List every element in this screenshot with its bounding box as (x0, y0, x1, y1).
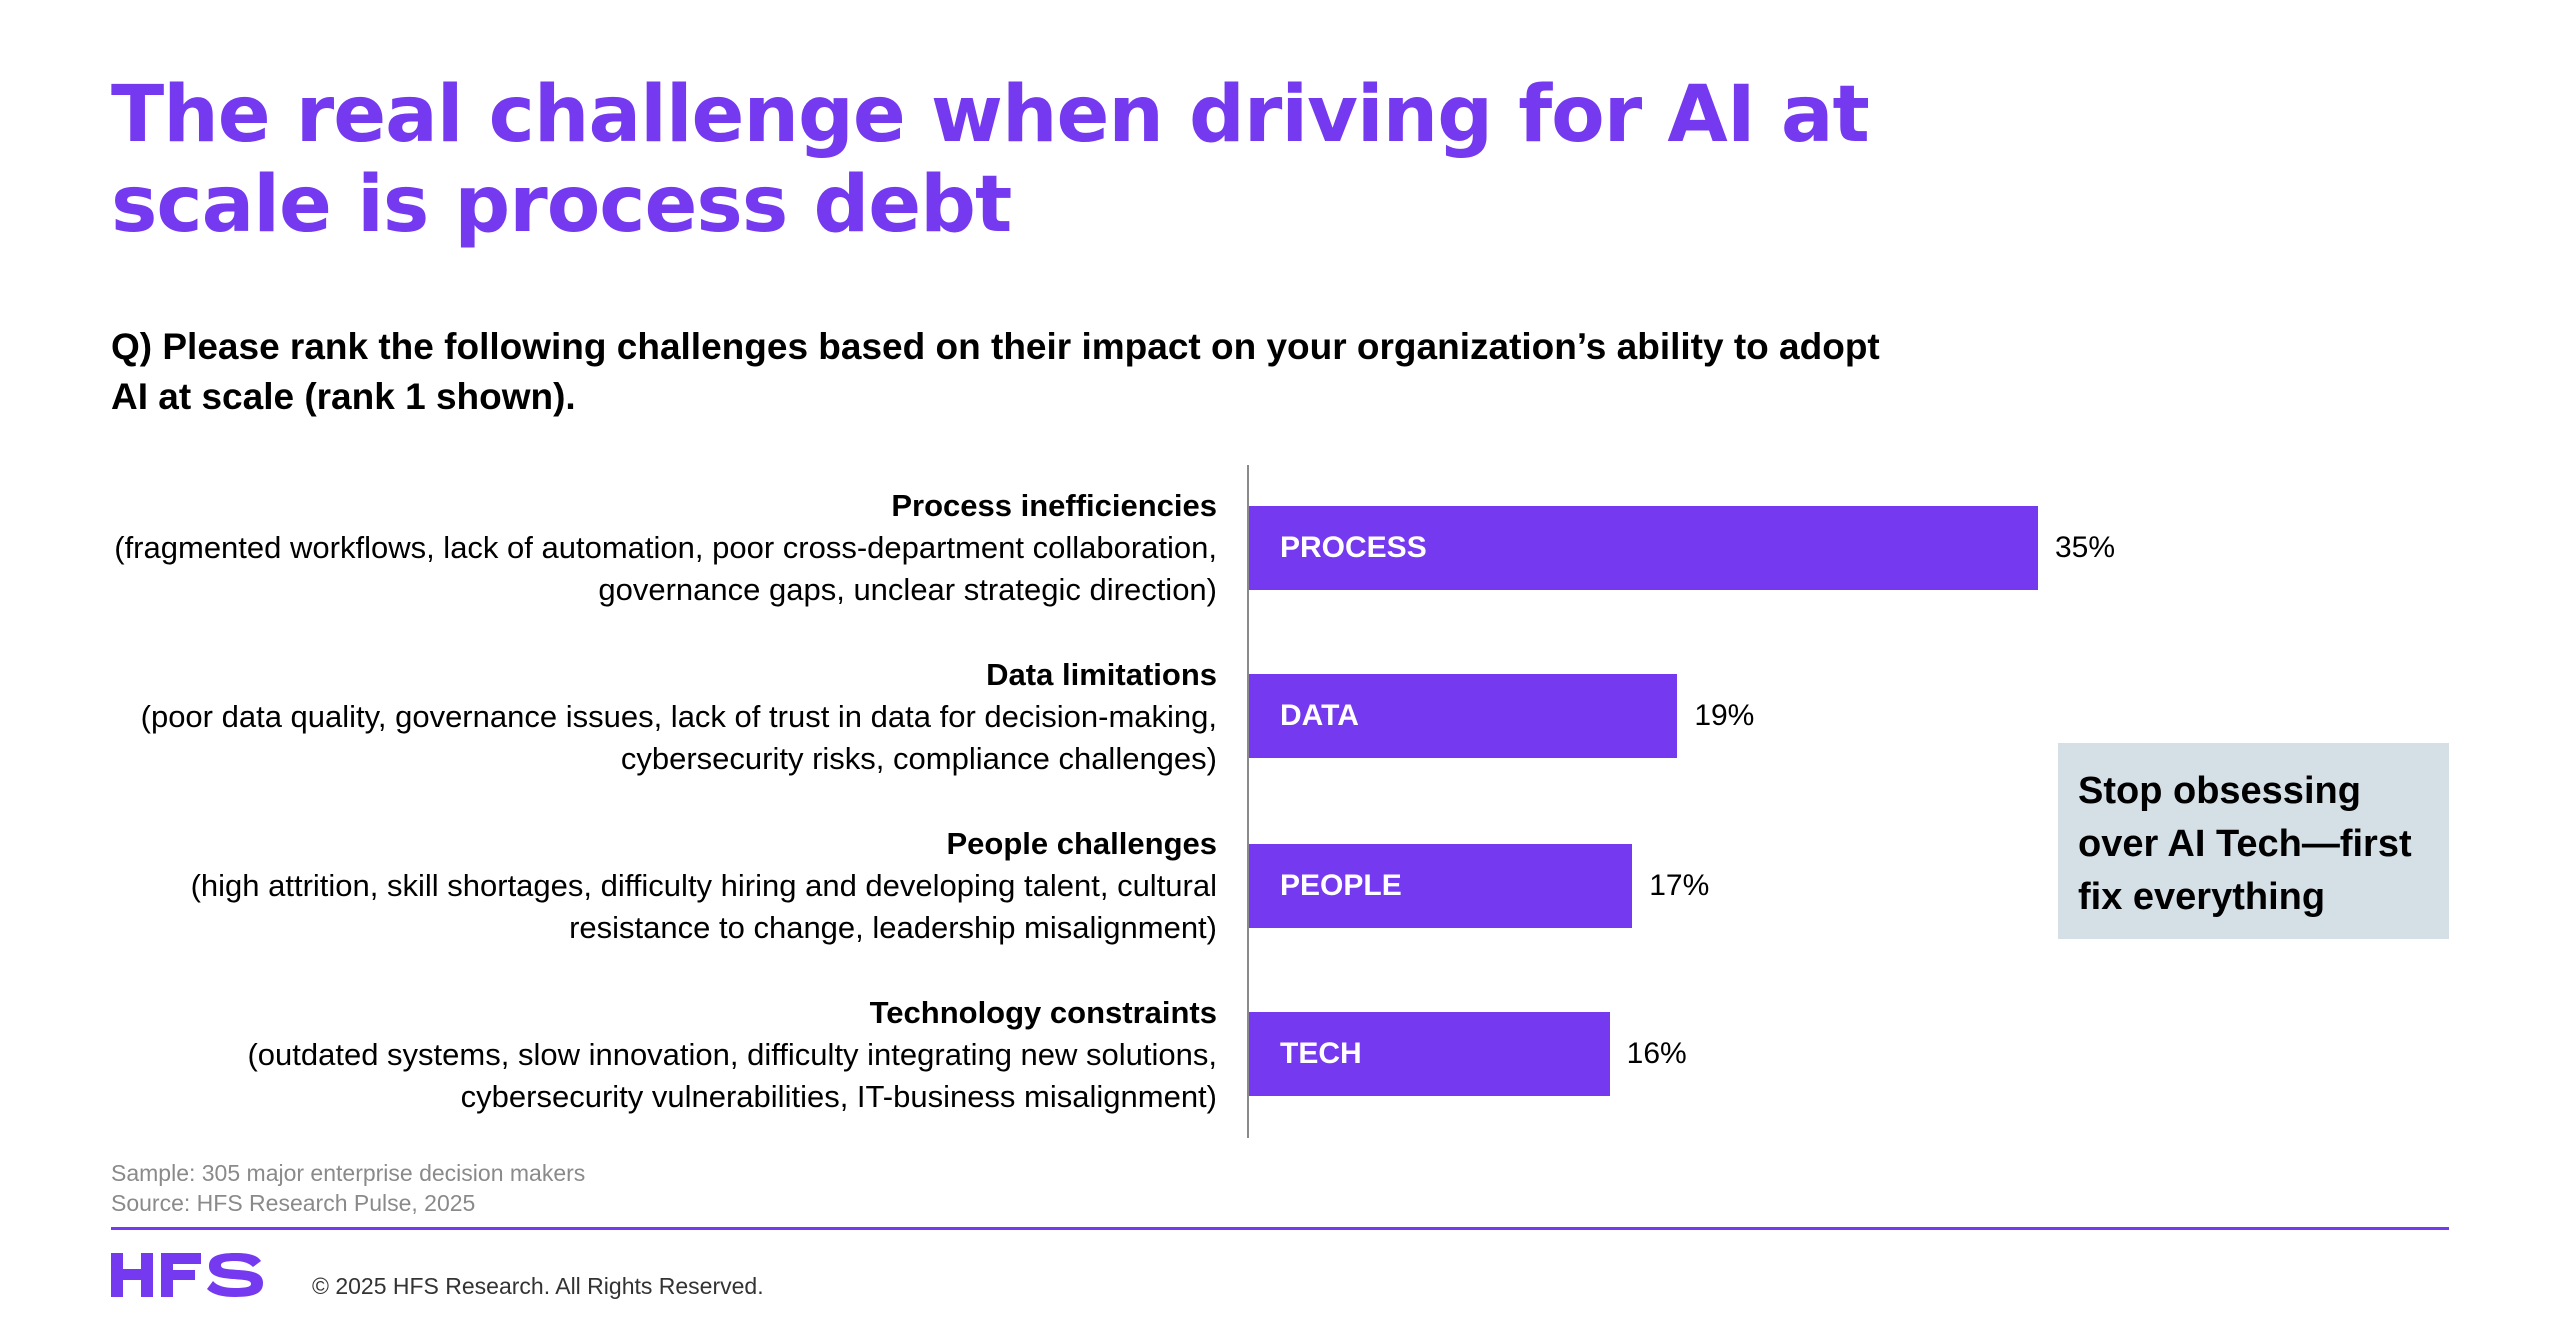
bar-category-label: TECH (1280, 1037, 1362, 1070)
callout-line-3: fix everything (2078, 876, 2326, 918)
category-detail: (outdated systems, slow innovation, diff… (247, 1037, 1217, 1072)
sample-note: Sample: 305 major enterprise decision ma… (111, 1160, 586, 1186)
question-line-1: Q) Please rank the following challenges … (111, 326, 1880, 367)
bar-category-label: DATA (1280, 699, 1359, 732)
callout-line-1: Stop obsessing (2078, 770, 2361, 812)
footer-divider (111, 1227, 2449, 1230)
category-detail: cybersecurity vulnerabilities, IT-busine… (460, 1079, 1217, 1114)
bar-value-label: 16% (1626, 1037, 1687, 1070)
bar-category-label: PEOPLE (1280, 869, 1402, 902)
survey-question: Q) Please rank the following challenges … (111, 322, 1880, 422)
category-label-people: People challenges (high attrition, skill… (191, 823, 1217, 949)
callout-box: Stop obsessing over AI Tech—first fix ev… (2058, 743, 2449, 939)
category-detail: (fragmented workflows, lack of automatio… (114, 530, 1217, 565)
bar-value-label: 35% (2055, 531, 2116, 564)
category-detail: governance gaps, unclear strategic direc… (598, 572, 1217, 607)
bar-value-label: 19% (1694, 699, 1755, 732)
category-label-tech: Technology constraints (outdated systems… (247, 992, 1217, 1118)
source-note: Source: HFS Research Pulse, 2025 (111, 1190, 476, 1216)
category-label-process: Process inefficiencies (fragmented workf… (114, 485, 1217, 611)
bar-tech: TECH (1249, 1012, 1610, 1096)
page-title: The real challenge when driving for AI a… (111, 70, 2411, 250)
chart-axis-line (1247, 465, 1249, 1138)
category-detail: (poor data quality, governance issues, l… (140, 699, 1217, 734)
category-label-data: Data limitations (poor data quality, gov… (141, 654, 1217, 780)
bar-data: DATA (1249, 674, 1678, 758)
category-heading: People challenges (946, 826, 1218, 861)
bar-people: PEOPLE (1249, 844, 1633, 928)
bar-category-label: PROCESS (1280, 531, 1427, 564)
copyright-text: © 2025 HFS Research. All Rights Reserved… (312, 1273, 764, 1299)
category-detail: resistance to change, leadership misalig… (569, 910, 1217, 945)
question-line-2: AI at scale (rank 1 shown). (111, 376, 576, 417)
bar-value-label: 17% (1649, 869, 1710, 902)
title-line-2: scale is process debt (111, 160, 1012, 250)
category-detail: (high attrition, skill shortages, diffic… (190, 868, 1217, 903)
category-detail: cybersecurity risks, compliance challeng… (620, 741, 1217, 776)
callout-line-2: over AI Tech—first (2078, 823, 2412, 865)
category-heading: Technology constraints (869, 995, 1217, 1030)
category-heading: Process inefficiencies (891, 488, 1217, 523)
hfs-logo (111, 1253, 263, 1297)
category-heading: Data limitations (986, 657, 1217, 692)
title-line-1: The real challenge when driving for AI a… (111, 70, 1870, 160)
bar-process: PROCESS (1249, 506, 2038, 590)
